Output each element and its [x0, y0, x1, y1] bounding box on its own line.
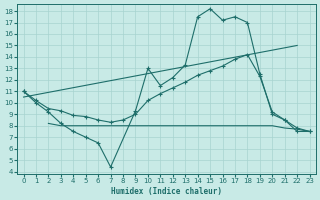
X-axis label: Humidex (Indice chaleur): Humidex (Indice chaleur)	[111, 187, 222, 196]
